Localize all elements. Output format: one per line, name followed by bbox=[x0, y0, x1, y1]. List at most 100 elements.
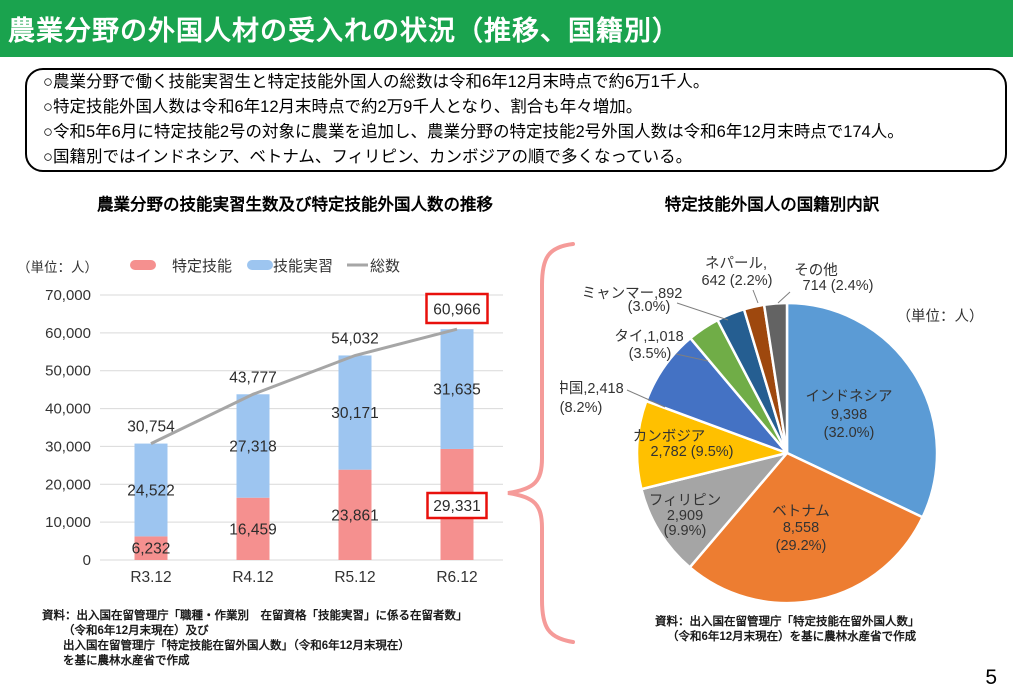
svg-text:30,171: 30,171 bbox=[331, 405, 378, 422]
svg-text:その他: その他 bbox=[794, 262, 838, 279]
svg-text:20,000: 20,000 bbox=[45, 476, 91, 493]
summary-box: ○農業分野で働く技能実習生と特定技能外国人の総数は令和6年12月末時点で約6万1… bbox=[25, 68, 1007, 172]
bar-group-R3.12 bbox=[134, 443, 168, 560]
pie-slice-フィリピン bbox=[640, 451, 789, 569]
pie-slice-カンボジア bbox=[635, 399, 789, 491]
bar-segment-ginou bbox=[236, 394, 270, 498]
pie-label-ミャンマー: ミャンマー,892(3.0%) bbox=[582, 286, 683, 315]
bar-segment-tokutei bbox=[338, 469, 372, 560]
leader-line-タイ bbox=[675, 353, 709, 362]
bar-segment-tokutei bbox=[134, 536, 168, 560]
svg-text:(8.2%): (8.2%) bbox=[560, 400, 602, 416]
bar-segment-tokutei bbox=[236, 497, 270, 560]
leader-line-ネパール bbox=[752, 289, 759, 304]
bar-group-R6.12 bbox=[440, 329, 474, 560]
highlight-box-tokutei bbox=[426, 491, 488, 520]
pie-label-インドネシア: インドネシア 9,398 (32.0%) bbox=[806, 388, 893, 441]
bar-segment-ginou bbox=[440, 329, 474, 449]
svg-text:60,000: 60,000 bbox=[45, 325, 91, 342]
svg-text:ベトナム: ベトナム bbox=[772, 504, 830, 520]
svg-text:70,000: 70,000 bbox=[45, 287, 91, 304]
svg-text:技能実習: 技能実習 bbox=[273, 258, 333, 275]
bar-group-R4.12 bbox=[236, 394, 270, 560]
svg-text:30,754: 30,754 bbox=[127, 419, 175, 436]
bullet-item: ○国籍別ではインドネシア、ベトナム、フィリピン、カンボジアの順で多くなっている。 bbox=[43, 148, 693, 166]
leader-line-ミャンマー bbox=[676, 302, 729, 321]
svg-text:カンボジア: カンボジア bbox=[633, 428, 706, 445]
bar-chart-legend: 特定技能 技能実習 総数 bbox=[130, 258, 400, 275]
source-line: を基に農林水産省で作成 bbox=[63, 655, 190, 667]
svg-text:(29.2%): (29.2%) bbox=[776, 538, 827, 554]
svg-text:31,635: 31,635 bbox=[433, 382, 480, 399]
pie-chart-title: 特定技能外国人の国籍別内訳 bbox=[664, 196, 880, 214]
legend-swatch-ginou bbox=[247, 260, 273, 270]
svg-text:タイ,1,018: タイ,1,018 bbox=[614, 328, 683, 345]
bullet-item: ○特定技能外国人数は令和6年12月末時点で約2万9千人となり、割合も年々増加。 bbox=[43, 98, 643, 116]
svg-text:29,331: 29,331 bbox=[433, 498, 480, 515]
bar-segment-ginou bbox=[134, 443, 168, 537]
svg-text:9,398: 9,398 bbox=[831, 407, 867, 423]
svg-text:60,966: 60,966 bbox=[433, 302, 480, 319]
legend-swatch-tokutei bbox=[130, 260, 156, 270]
svg-text:(9.9%): (9.9%) bbox=[664, 523, 707, 539]
svg-text:(3.0%): (3.0%) bbox=[628, 299, 671, 315]
bullet-item: ○令和5年6月に特定技能2号の対象に農業を追加し、農業分野の特定技能2号外国人数… bbox=[43, 123, 904, 141]
svg-text:(3.5%): (3.5%) bbox=[629, 346, 672, 362]
leader-line-中国 bbox=[626, 389, 666, 408]
svg-text:中国,2,418: 中国,2,418 bbox=[560, 380, 624, 397]
svg-text:2,782 (9.5%): 2,782 (9.5%) bbox=[650, 444, 733, 460]
svg-text:（単位：人）: （単位：人） bbox=[17, 260, 98, 275]
svg-text:R4.12: R4.12 bbox=[232, 569, 273, 586]
svg-text:23,861: 23,861 bbox=[331, 507, 378, 524]
svg-text:特定技能: 特定技能 bbox=[172, 258, 232, 275]
svg-text:2,909: 2,909 bbox=[667, 508, 703, 524]
svg-text:10,000: 10,000 bbox=[45, 514, 91, 531]
svg-text:(32.0%): (32.0%) bbox=[824, 425, 875, 441]
source-line: （令和6年12月末現在）を基に農林水産省で作成 bbox=[667, 631, 917, 643]
bar-chart-svg: 0 10,000 20,000 30,000 40,000 50,000 60,000 70,… bbox=[17, 258, 503, 586]
bar-chart-source: 資料：出入国在留管理庁「職種・作業別 在留資格「技能実習」に係る在留者数」 （令… bbox=[42, 609, 468, 669]
svg-text:8,558: 8,558 bbox=[783, 520, 819, 536]
pie-slice-インドネシア bbox=[785, 301, 939, 519]
svg-text:R6.12: R6.12 bbox=[436, 569, 477, 586]
header-banner: 農業分野の外国人材の受入れの状況（推移、国籍別） bbox=[0, 0, 1013, 57]
svg-text:43,777: 43,777 bbox=[229, 369, 276, 386]
svg-text:（単位：人）: （単位：人） bbox=[897, 308, 984, 325]
svg-text:27,318: 27,318 bbox=[229, 438, 276, 455]
svg-text:フィリピン: フィリピン bbox=[649, 492, 721, 509]
bar-segment-ginou bbox=[338, 355, 372, 470]
total-line bbox=[150, 327, 458, 445]
svg-text:6,232: 6,232 bbox=[132, 541, 171, 558]
bar-chart-title: 農業分野の技能実習生数及び特定技能外国人数の推移 bbox=[97, 196, 493, 214]
source-line: 出入国在留管理庁「特定技能在留外国人数」（令和6年12月末現在） bbox=[63, 640, 410, 652]
leader-line-その他 bbox=[777, 291, 791, 304]
pie-label-タイ: タイ,1,018(3.5%) bbox=[614, 328, 683, 362]
svg-text:40,000: 40,000 bbox=[45, 401, 91, 418]
svg-text:R5.12: R5.12 bbox=[334, 569, 375, 586]
pie-chart-svg: インドネシア9,398(32.0%)ベトナム8,558(29.2%)フィリピン2… bbox=[554, 255, 984, 605]
pie-slice-その他 bbox=[762, 301, 789, 455]
svg-text:インドネシア: インドネシア bbox=[806, 388, 893, 405]
bar-group-R5.12 bbox=[338, 355, 372, 560]
pie-label-ネパール: ネパール,642 (2.2%) bbox=[702, 255, 773, 289]
source-line: 資料：出入国在留管理庁「特定技能在留外国人数」 bbox=[655, 616, 920, 628]
source-line: （令和6年12月末現在）及び bbox=[63, 625, 209, 637]
source-line: 資料：出入国在留管理庁「職種・作業別 在留資格「技能実習」に係る在留者数」 bbox=[42, 610, 468, 622]
svg-text:総数: 総数 bbox=[370, 258, 400, 275]
bar-chart: 0 10,000 20,000 30,000 40,000 50,000 60,000 70,… bbox=[15, 240, 520, 600]
page-number: 5 bbox=[985, 666, 997, 689]
svg-text:714 (2.4%): 714 (2.4%) bbox=[803, 278, 874, 294]
pie-chart-source: 資料：出入国在留管理庁「特定技能在留外国人数」 （令和6年12月末現在）を基に農… bbox=[655, 615, 920, 645]
pie-label-中国: 中国,2,418 (8.2%) bbox=[554, 380, 624, 416]
bullet-item: ○農業分野で働く技能実習生と特定技能外国人の総数は令和6年12月末時点で約6万1… bbox=[43, 73, 710, 91]
pie-slice-ベトナム bbox=[688, 451, 924, 605]
svg-text:642 (2.2%): 642 (2.2%) bbox=[702, 273, 773, 289]
page-title: 農業分野の外国人材の受入れの状況（推移、国籍別） bbox=[8, 16, 680, 46]
svg-text:50,000: 50,000 bbox=[45, 363, 91, 380]
svg-text:24,522: 24,522 bbox=[127, 482, 174, 499]
pie-chart: インドネシア 9,398 (32.0%) ベトナム 8,558 (29.2%) フィリピン 2… bbox=[554, 230, 1013, 620]
svg-text:54,032: 54,032 bbox=[331, 330, 378, 347]
